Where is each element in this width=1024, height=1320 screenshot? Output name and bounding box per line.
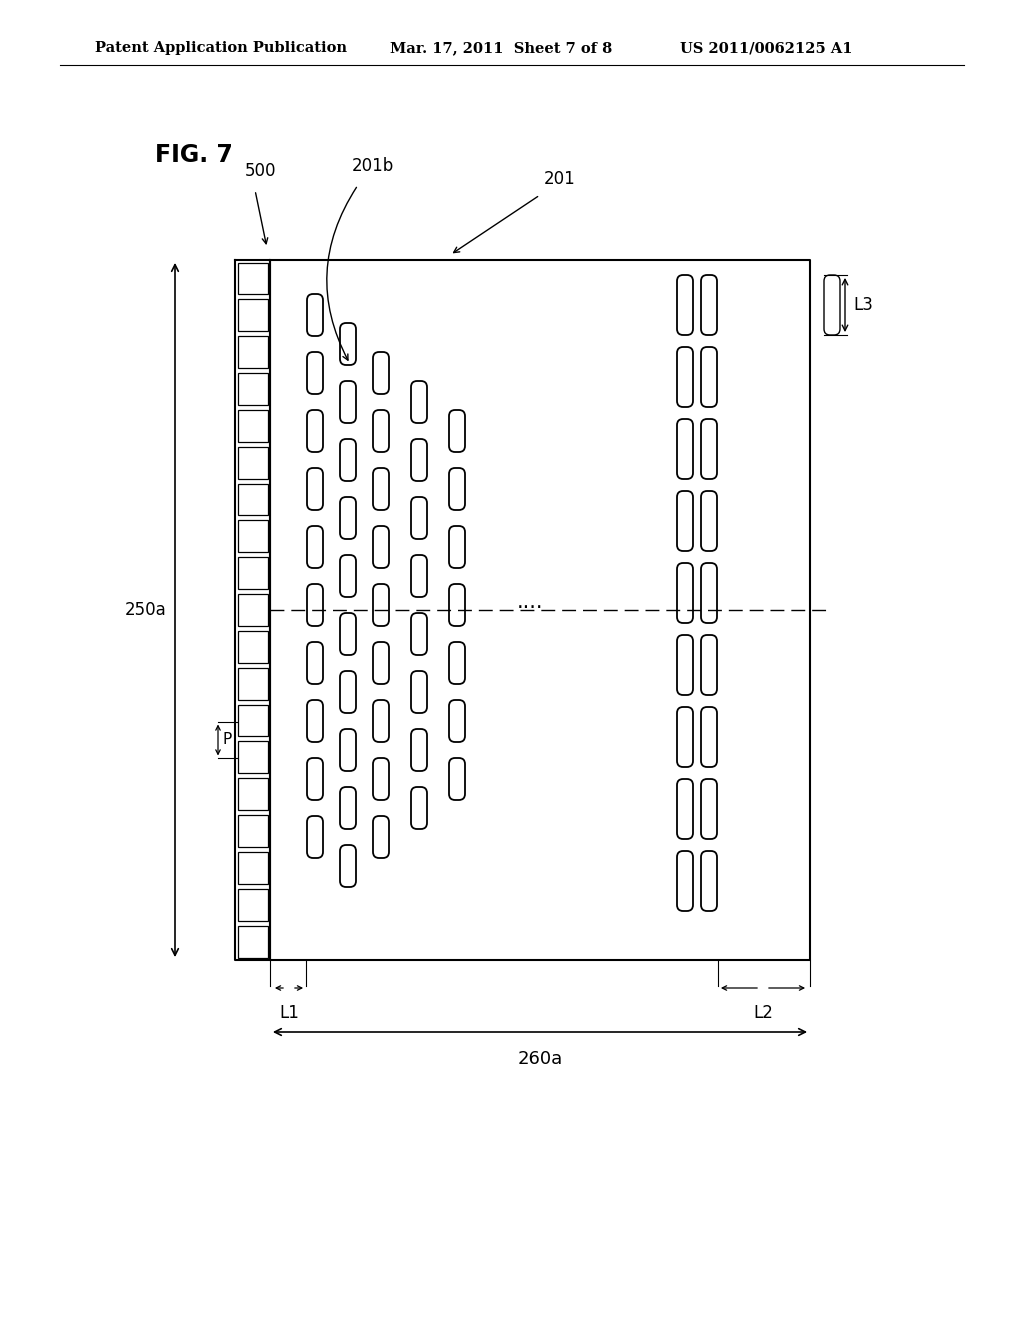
Text: L3: L3 xyxy=(853,296,872,314)
Bar xyxy=(238,631,267,663)
Bar xyxy=(238,668,267,700)
Text: 201b: 201b xyxy=(352,157,394,176)
Text: 500: 500 xyxy=(245,162,275,180)
Text: 250a: 250a xyxy=(125,601,167,619)
Bar xyxy=(238,925,267,957)
Bar xyxy=(238,411,267,442)
Bar xyxy=(238,263,267,294)
Bar xyxy=(238,742,267,774)
Bar xyxy=(238,705,267,737)
Text: ....: .... xyxy=(517,591,544,612)
Bar xyxy=(238,337,267,368)
Bar xyxy=(238,779,267,810)
Text: Mar. 17, 2011  Sheet 7 of 8: Mar. 17, 2011 Sheet 7 of 8 xyxy=(390,41,612,55)
Bar xyxy=(238,851,267,884)
Text: FIG. 7: FIG. 7 xyxy=(155,143,232,168)
Bar xyxy=(238,594,267,626)
Text: L1: L1 xyxy=(280,1005,299,1022)
Bar xyxy=(238,816,267,847)
Bar xyxy=(238,888,267,920)
Bar xyxy=(238,483,267,515)
Bar xyxy=(238,520,267,552)
Text: Patent Application Publication: Patent Application Publication xyxy=(95,41,347,55)
Text: L2: L2 xyxy=(753,1005,773,1022)
Text: 201: 201 xyxy=(544,170,575,187)
Text: US 2011/0062125 A1: US 2011/0062125 A1 xyxy=(680,41,853,55)
Bar xyxy=(238,557,267,589)
Text: P: P xyxy=(223,733,232,747)
Bar xyxy=(238,300,267,331)
Bar xyxy=(238,446,267,479)
Text: 260a: 260a xyxy=(517,1049,562,1068)
Bar xyxy=(238,374,267,405)
